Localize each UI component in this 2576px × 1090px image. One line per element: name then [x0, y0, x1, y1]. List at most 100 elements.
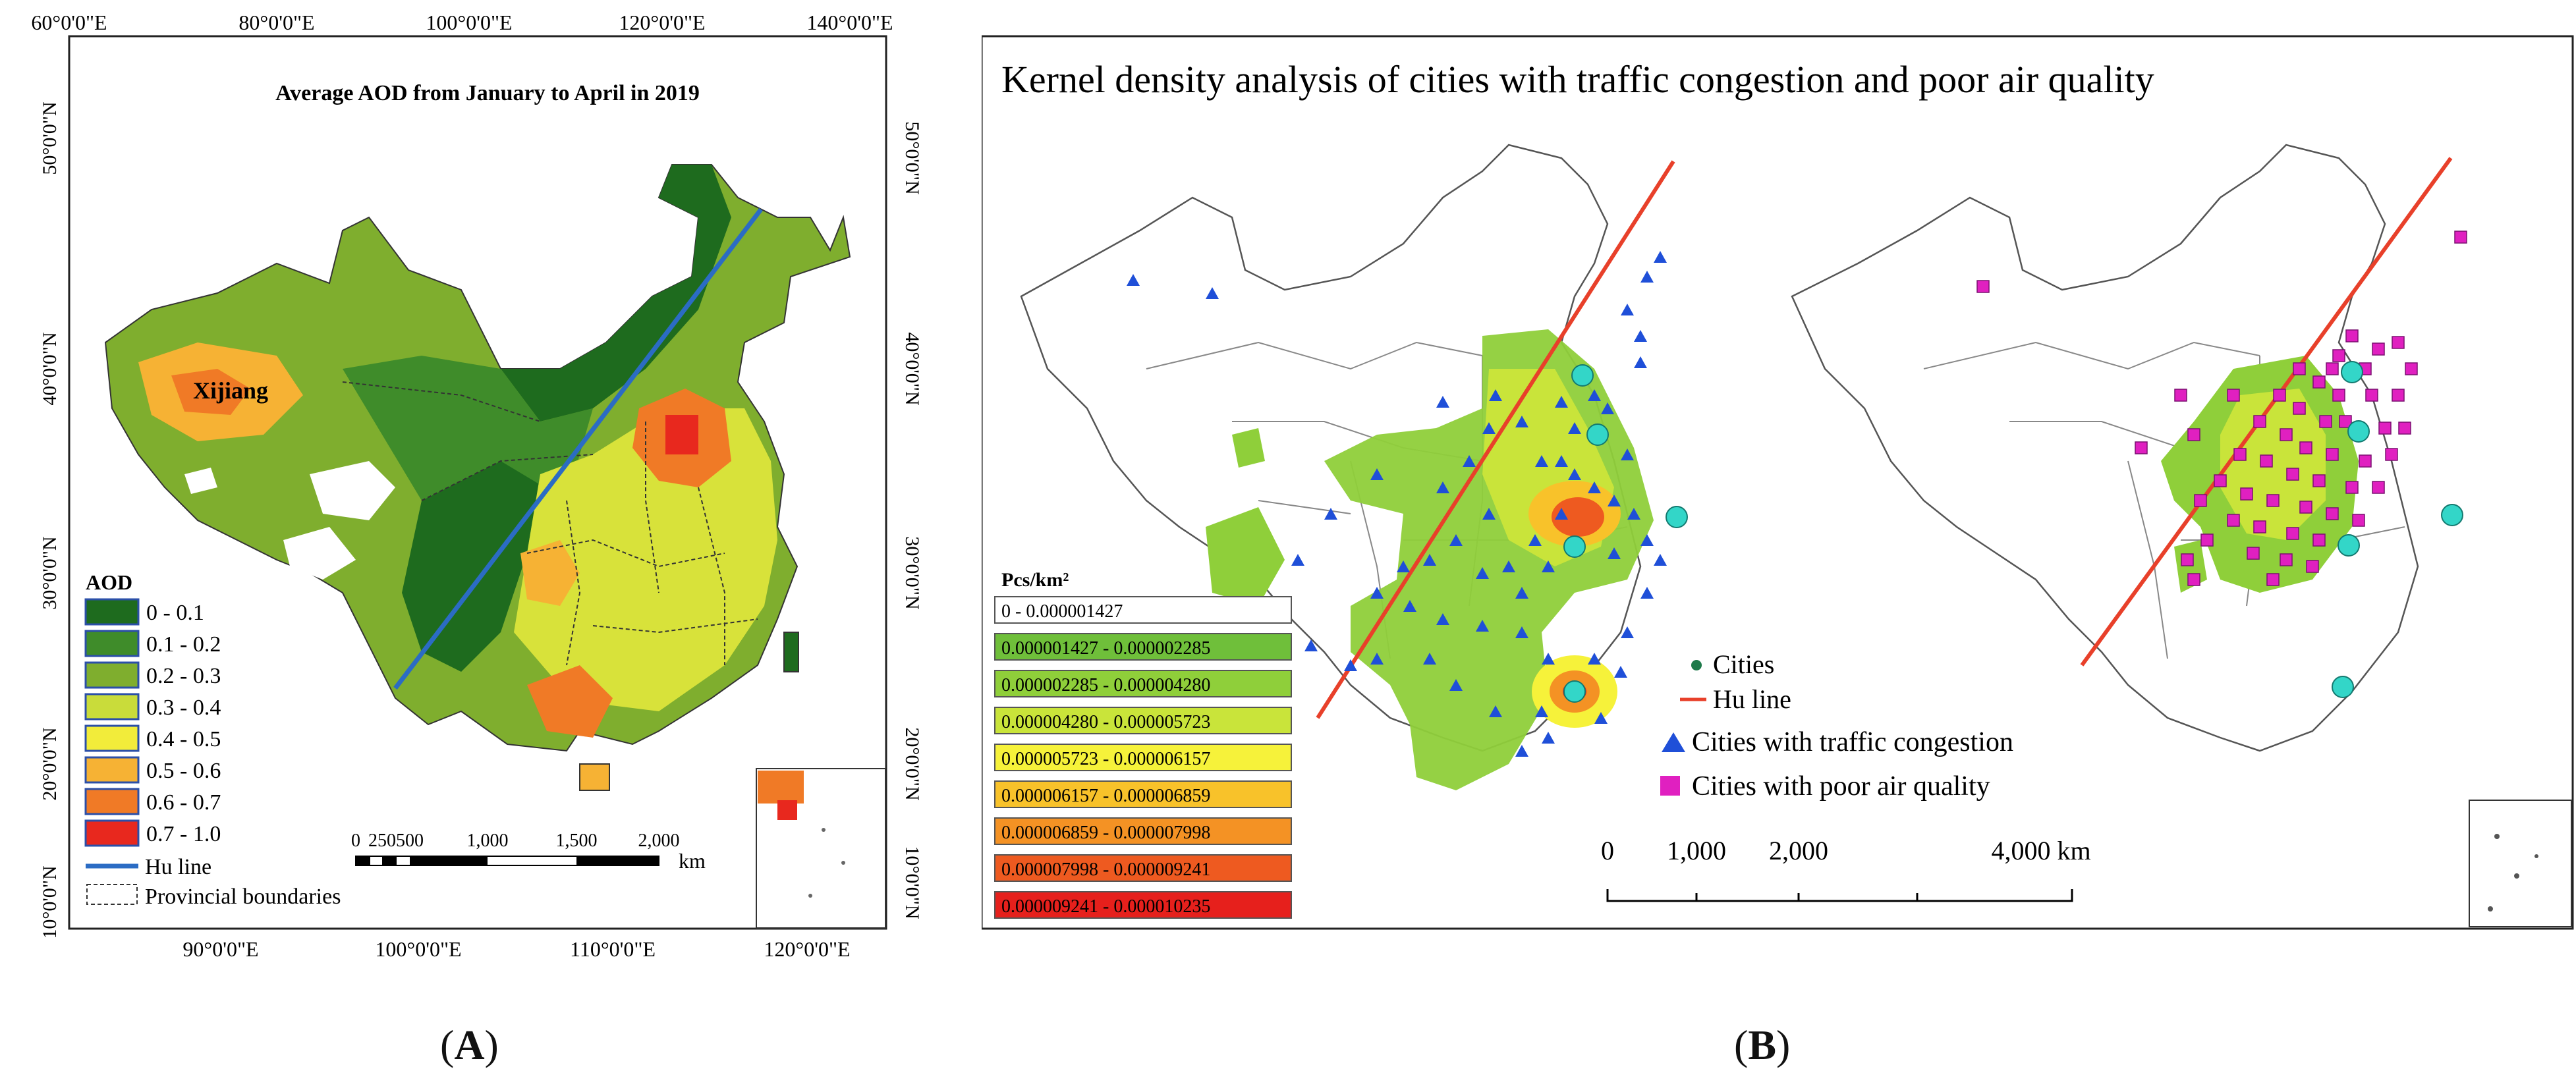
density-legend-label: 0.000002285 - 0.000004280 [1001, 675, 1210, 695]
aod-legend-label: 0.5 - 0.6 [146, 759, 221, 783]
scale-a-tick-1000: 1,000 [467, 831, 509, 851]
aod-legend-label: 0.3 - 0.4 [146, 695, 221, 720]
traffic-legend-label: Cities with traffic congestion [1692, 727, 2013, 757]
traffic-congestion-marker [1542, 560, 1555, 572]
poor-air-quality-marker [2405, 362, 2418, 375]
bottom-tick-110e: 110°0'0"E [570, 937, 656, 961]
poor-air-quality-marker [2194, 494, 2207, 507]
poor-air-quality-marker [2253, 415, 2266, 428]
traffic-congestion-marker [1370, 587, 1384, 599]
poor-air-quality-marker [2299, 441, 2312, 454]
scale-b-tick-0: 0 [1601, 836, 1614, 865]
traffic-congestion-marker [1370, 653, 1384, 665]
poor-air-quality-marker [2365, 389, 2378, 402]
traffic-congestion-marker [1463, 455, 1476, 467]
aod-legend-swatch [84, 693, 140, 721]
traffic-congestion-marker [1423, 554, 1436, 566]
inset-box-b [2469, 800, 2572, 927]
traffic-congestion-marker [1640, 587, 1654, 599]
poor-air-quality-marker [2372, 342, 2385, 356]
panel-label-b: (B) [1734, 1021, 1790, 1070]
poor-air-quality-marker [2326, 362, 2339, 375]
top-tick-100e: 100°0'0"E [426, 11, 512, 34]
aod-legend-swatch [84, 661, 140, 689]
city-markers-left [1563, 364, 1688, 703]
right-tick-30n: 30°0'0"N [901, 536, 923, 609]
traffic-congestion-marker [1370, 468, 1384, 480]
poor-air-quality-marker [2181, 553, 2194, 566]
top-tick-140e: 140°0'0"E [806, 11, 893, 34]
aod-legend-label: 0.1 - 0.2 [146, 632, 221, 657]
poor-air-quality-marker [2214, 474, 2227, 487]
scale-a-tick-1500: 1,500 [556, 831, 598, 851]
aod-hotspot-core [665, 415, 698, 454]
poor-air-quality-marker [2319, 415, 2332, 428]
density-peak-north-core [1552, 497, 1604, 537]
aod-legend-title: AOD [86, 570, 132, 594]
aod-legend-label: 0.4 - 0.5 [146, 727, 221, 751]
aod-yellow-east [514, 408, 777, 711]
panel-label-a-close: ) [484, 1022, 499, 1068]
aod-legend-swatch [84, 724, 140, 752]
aod-legend-label: 0.6 - 0.7 [146, 790, 221, 815]
density-legend-swatch [994, 744, 1292, 771]
hu-line-b-right [2080, 157, 2453, 667]
poor-air-quality-marker [2293, 402, 2306, 415]
hainan-island [579, 763, 610, 791]
scale-bar-b: 0 1,000 2,000 4,000 km [1601, 836, 2091, 902]
traffic-congestion-marker [1304, 640, 1318, 651]
density-legend-swatch [994, 780, 1292, 808]
scale-a-tick-0: 0 [351, 831, 360, 851]
traffic-congestion-marker [1476, 620, 1489, 632]
traffic-congestion-marker [1535, 455, 1548, 467]
air-legend-label: Cities with poor air quality [1692, 771, 1990, 802]
traffic-congestion-marker [1403, 600, 1416, 612]
top-tick-80e: 80°0'0"E [238, 11, 314, 34]
poor-air-quality-marker [2299, 501, 2312, 514]
poor-air-quality-marker [2286, 468, 2299, 481]
right-tick-10n: 10°0'0"N [901, 846, 923, 919]
hu-legend-label-b: Hu line [1713, 684, 1791, 714]
taiwan-island [783, 632, 799, 672]
traffic-congestion-marker [1436, 613, 1449, 625]
traffic-congestion-marker [1654, 251, 1667, 263]
poor-air-quality-marker [2392, 336, 2405, 349]
city-markers-right [2332, 361, 2463, 698]
poor-air-quality-marker [2339, 415, 2352, 428]
poor-air-quality-marker [2260, 454, 2273, 468]
poor-air-quality-marker [2227, 514, 2240, 527]
traffic-congestion-marker [1515, 587, 1528, 599]
panel-b-title: Kernel density analysis of cities with t… [1001, 58, 2154, 101]
traffic-congestion-marker [1528, 534, 1542, 546]
poor-air-quality-marker [2135, 441, 2148, 454]
traffic-congestion-marker [1568, 468, 1581, 480]
aod-legend-swatch [84, 598, 140, 626]
poor-air-quality-marker [2247, 547, 2260, 560]
traffic-legend-symbol [1662, 732, 1685, 752]
traffic-congestion-marker [1608, 547, 1621, 559]
density-legend-label: 0.000006859 - 0.000007998 [1001, 823, 1210, 843]
inset-island-a3 [808, 894, 812, 898]
bottom-tick-100e: 100°0'0"E [375, 937, 461, 961]
density-legend-swatch [994, 891, 1292, 919]
provincial-legend-label: Provincial boundaries [145, 885, 341, 909]
poor-air-quality-marker [2359, 454, 2372, 468]
aod-xinjiang-core [171, 369, 250, 415]
poor-air-quality-marker [2240, 487, 2253, 501]
poor-air-quality-marker [2253, 520, 2266, 533]
scale-b-tick-2000: 2,000 [1769, 836, 1828, 865]
poor-air-quality-marker [2280, 553, 2293, 566]
air-markers-right [1976, 231, 2467, 586]
poor-air-quality-marker [2326, 448, 2339, 461]
density-legend-swatch [994, 670, 1292, 697]
traffic-congestion-marker [1476, 567, 1489, 579]
right-tick-40n: 40°0'0"N [901, 332, 923, 405]
aod-legend-label: 0 - 0.1 [146, 601, 204, 625]
density-legend-label: 0 - 0.000001427 [1001, 601, 1123, 622]
density-legend-swatch [994, 596, 1292, 624]
cities-legend-label: Cities [1713, 649, 1774, 679]
traffic-congestion-marker [1555, 396, 1568, 408]
poor-air-quality-marker [2352, 514, 2365, 527]
inset-island-b1 [2494, 834, 2500, 839]
traffic-congestion-marker [1449, 679, 1463, 691]
